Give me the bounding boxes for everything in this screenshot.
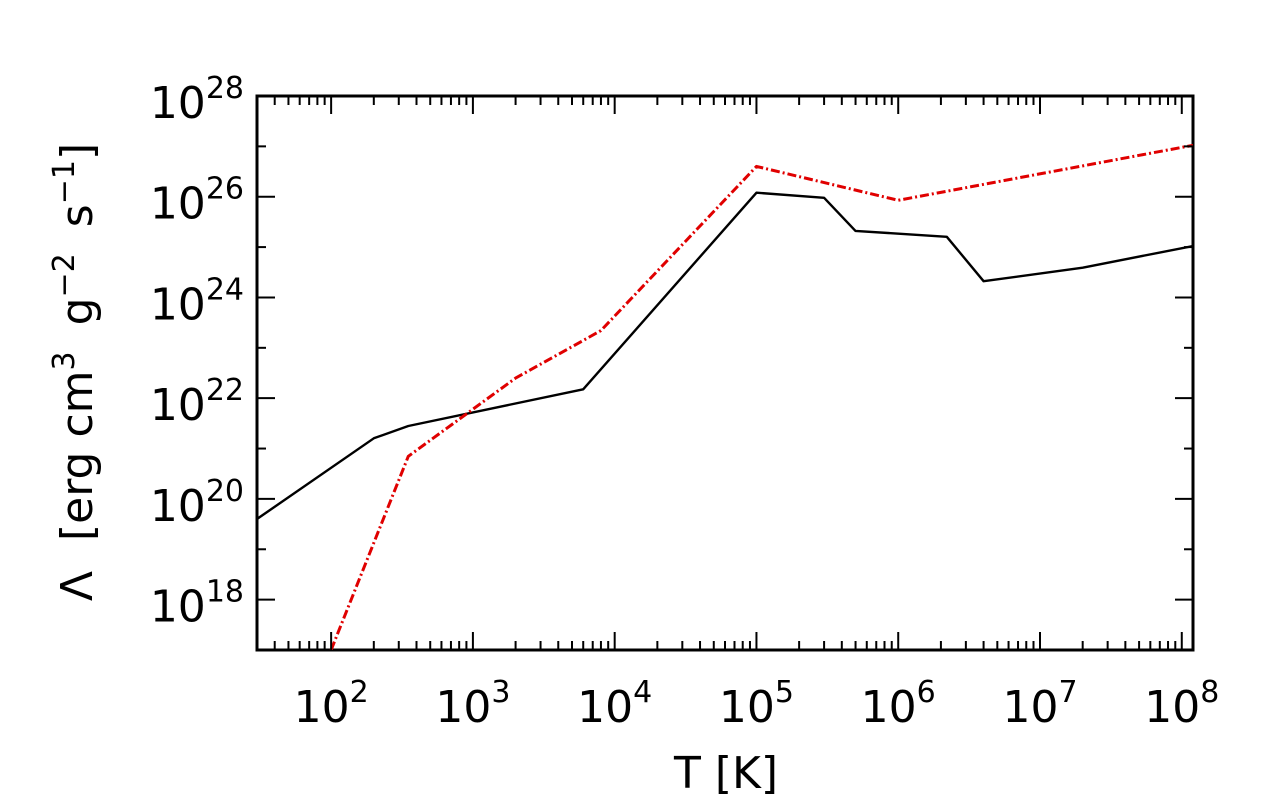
y-tick-exp: 28 xyxy=(206,71,244,106)
x-tick-base: 10 xyxy=(861,682,917,733)
x-tick-base: 10 xyxy=(294,682,350,733)
plot-area xyxy=(255,94,1195,652)
y-tick-exp: 22 xyxy=(206,373,244,408)
x-tick-exp: 7 xyxy=(1058,675,1077,710)
y-tick-exp: 24 xyxy=(206,272,244,307)
y-axis-label-units-open: [erg cm xyxy=(52,370,103,541)
y-axis-label-cm-exp: 3 xyxy=(47,351,82,370)
y-tick-base: 10 xyxy=(150,78,206,129)
y-tick-base: 10 xyxy=(150,279,206,330)
x-tick-base: 10 xyxy=(1002,682,1058,733)
y-tick-base: 10 xyxy=(150,481,206,532)
y-axis-label-g-exp: −2 xyxy=(47,253,82,297)
y-axis-label-units-close: ] xyxy=(52,143,103,160)
x-tick-label: 108 xyxy=(1144,675,1219,733)
x-tick-base: 10 xyxy=(1144,682,1200,733)
x-tick-base: 10 xyxy=(719,682,775,733)
x-tick-exp: 6 xyxy=(917,675,936,710)
y-axis-label: Λ [erg cm3 g−2 s−1] xyxy=(34,143,103,601)
x-axis: 102 103 104 105 106 107 108 xyxy=(256,96,1219,733)
y-tick-label: 1018 xyxy=(150,575,244,633)
y-tick-base: 10 xyxy=(150,380,206,431)
y-tick-exp: 26 xyxy=(206,172,244,207)
y-tick-exp: 20 xyxy=(206,474,244,509)
x-axis-label: T [K] xyxy=(673,748,778,799)
x-tick-exp: 5 xyxy=(775,675,794,710)
x-tick-exp: 4 xyxy=(633,675,652,710)
x-tick-label: 106 xyxy=(861,675,936,733)
x-tick-label: 105 xyxy=(719,675,794,733)
x-tick-label: 103 xyxy=(435,675,510,733)
y-axis-label-s-exp: −1 xyxy=(47,160,82,204)
x-tick-exp: 2 xyxy=(350,675,369,710)
x-tick-label: 102 xyxy=(294,675,369,733)
plot-frame xyxy=(255,94,1195,652)
y-axis-label-s: s xyxy=(52,204,103,227)
x-tick-base: 10 xyxy=(435,682,491,733)
y-tick-label: 1026 xyxy=(150,172,244,230)
y-tick-label: 1024 xyxy=(150,272,244,330)
x-tick-exp: 8 xyxy=(1200,675,1219,710)
y-axis-label-g: g xyxy=(52,297,103,325)
y-axis-label-symbol: Λ xyxy=(52,571,103,601)
y-tick-base: 10 xyxy=(150,582,206,633)
series-line-2 xyxy=(329,143,1193,650)
x-tick-base: 10 xyxy=(577,682,633,733)
x-tick-label: 104 xyxy=(577,675,652,733)
x-tick-label: 107 xyxy=(1002,675,1077,733)
series-line-1 xyxy=(257,191,1193,520)
y-tick-label: 1020 xyxy=(150,474,244,532)
x-tick-exp: 3 xyxy=(491,675,510,710)
y-tick-label: 1028 xyxy=(150,71,244,129)
y-tick-exp: 18 xyxy=(206,575,244,610)
y-tick-label: 1022 xyxy=(150,373,244,431)
y-tick-base: 10 xyxy=(150,179,206,230)
